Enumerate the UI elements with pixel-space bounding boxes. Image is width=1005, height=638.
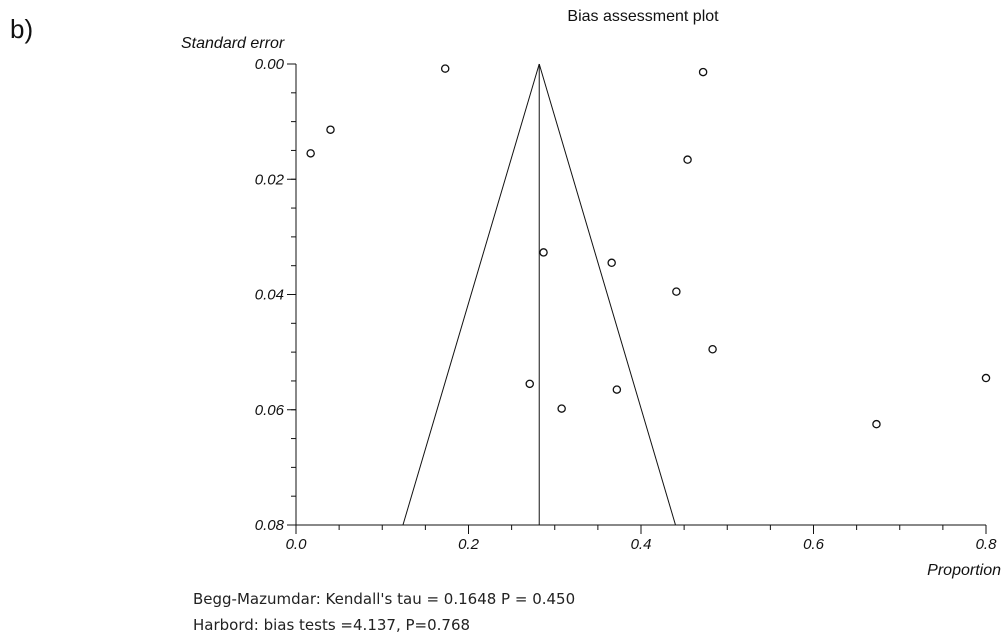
funnel (402, 63, 676, 526)
study-point (326, 125, 335, 134)
funnel-left-line (402, 63, 540, 526)
y-tick-label: 0.06 (255, 402, 285, 419)
study-point (525, 379, 534, 389)
data-points (306, 64, 991, 429)
axes: 0.0 0.2 0.4 0.6 0.8 0.00 0.02 0.04 0.06 0.08 (255, 56, 997, 553)
x-tick-label: 0.4 (631, 536, 652, 553)
bias-test-notes: Begg-Mazumdar: Kendall's tau = 0.1648 P … (193, 586, 575, 638)
y-tick-label: 0.00 (255, 56, 285, 73)
study-point (672, 287, 681, 296)
y-axis-title: Standard error (181, 35, 285, 52)
x-tick-label: 0.2 (458, 536, 480, 553)
funnel-right-line (538, 63, 676, 526)
study-point (612, 385, 622, 394)
study-point (683, 155, 692, 164)
study-point (981, 373, 991, 383)
y-tick-label: 0.02 (255, 171, 285, 188)
study-point (607, 258, 616, 268)
harbord-note: Harbord: bias tests =4.137, P=0.768 (193, 616, 471, 634)
begg-mazumdar-note: Begg-Mazumdar: Kendall's tau = 0.1648 P … (193, 590, 576, 608)
x-axis-title: Proportion (927, 562, 1001, 579)
panel-label: b) (10, 14, 34, 44)
chart-title: Bias assessment plot (567, 8, 719, 25)
x-tick-label: 0.8 (976, 536, 998, 553)
study-point (557, 404, 566, 413)
x-tick-label: 0.0 (286, 536, 308, 553)
study-point (539, 248, 548, 257)
y-tick-label: 0.04 (255, 287, 284, 304)
y-tick-label: 0.08 (255, 517, 285, 534)
x-tick-label: 0.6 (803, 536, 825, 553)
study-point (872, 419, 881, 429)
study-point (708, 344, 717, 354)
study-point (306, 149, 315, 158)
study-point (698, 67, 708, 77)
funnel-plot: Bias assessment plot Standard error Prop… (181, 8, 1001, 579)
study-point (440, 64, 450, 73)
